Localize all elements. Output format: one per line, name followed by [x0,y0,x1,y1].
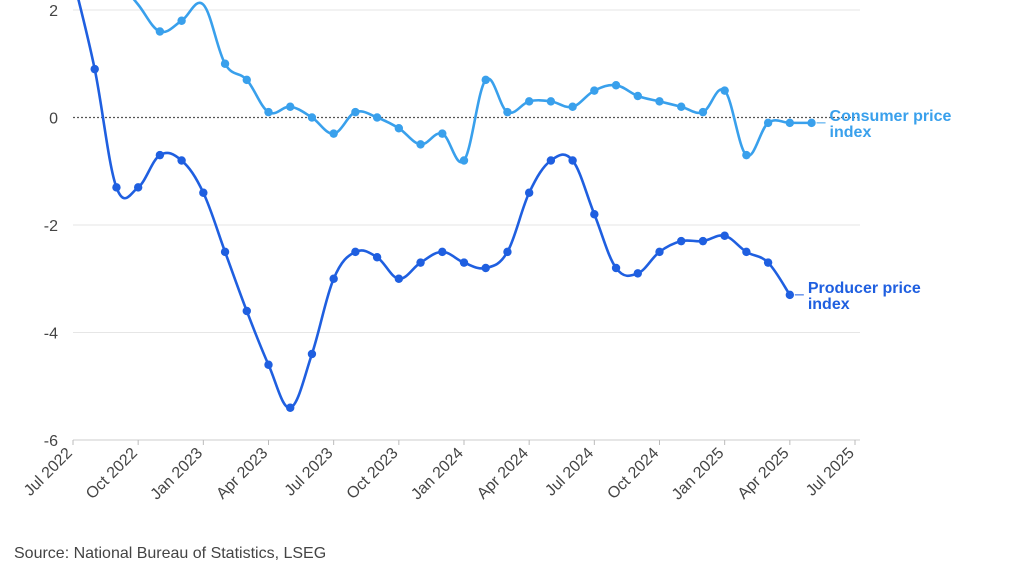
data-point [286,403,295,412]
data-point [785,118,795,128]
data-point [785,290,795,300]
data-point [590,86,599,95]
data-point [438,129,447,138]
x-tick-label: Apr 2024 [474,445,532,503]
data-point [677,102,686,111]
data-point [220,59,230,68]
data-point [264,360,273,369]
x-tick-label: Jul 2022 [21,445,76,500]
data-point [155,150,165,160]
data-point [199,188,208,197]
data-point [372,253,382,262]
data-point [807,118,816,128]
data-point [633,91,642,101]
data-point [242,306,251,316]
data-point [416,140,425,149]
data-point [503,107,512,117]
x-tick-label: Oct 2023 [344,445,402,503]
y-tick-label: -6 [44,433,58,450]
data-point [112,183,121,192]
data-point [524,97,534,106]
x-tick-label: Apr 2023 [213,445,271,503]
data-point [394,274,404,283]
series-line [132,0,813,164]
data-point [720,86,729,95]
data-point [481,75,490,85]
data-point [155,27,165,36]
data-point [568,102,577,111]
data-point [351,107,360,117]
data-point [394,124,404,133]
data-point [307,113,317,122]
series-layer [77,0,816,412]
x-tick-label: Apr 2025 [735,445,793,503]
data-point [503,247,512,257]
data-point [416,258,425,267]
data-point [611,81,621,90]
series-line [77,0,792,410]
data-point [742,247,751,257]
data-point [438,247,447,257]
data-point [351,247,360,257]
series-0 [132,0,816,165]
x-tick-label: Jan 2024 [408,445,467,504]
data-point [633,269,642,278]
data-point [329,129,338,138]
data-point [264,107,273,117]
data-point [568,156,577,165]
data-point [177,16,186,25]
data-point [524,188,534,197]
x-tick-label: Oct 2024 [604,445,662,503]
grid-layer [73,9,860,441]
series-label: index [808,296,850,313]
data-point [90,64,99,74]
x-tick-label: Jan 2023 [148,445,207,504]
y-tick-label: 0 [49,111,58,128]
data-point [286,102,295,111]
series-label: Consumer price [830,108,952,125]
data-point [546,97,556,106]
data-point [698,107,708,117]
x-tick-label: Jul 2025 [803,445,858,500]
data-point [307,349,317,359]
data-point [177,156,186,165]
data-point [763,118,773,128]
x-tick-label: Jan 2025 [669,445,728,504]
data-point [611,263,621,273]
data-point [220,247,230,257]
series-label: Producer price [808,280,921,297]
source-note: Source: National Bureau of Statistics, L… [14,545,327,562]
data-point [720,231,729,240]
data-point [677,236,686,246]
data-point [546,156,556,165]
data-point [133,183,143,192]
data-point [481,263,490,273]
data-point [459,258,469,267]
data-point [329,274,338,283]
data-point [655,97,664,106]
data-point [655,247,664,257]
series-label: index [830,124,872,141]
series-1 [77,0,795,412]
y-tick-label: -4 [44,326,58,343]
data-point [372,113,382,122]
y-tick-label: -2 [44,218,58,235]
data-point [763,258,773,267]
data-point [590,210,599,219]
data-point [698,236,708,246]
data-point [242,75,251,85]
x-tick-label: Jul 2024 [542,445,597,500]
data-point [459,156,469,165]
data-point [742,150,751,160]
x-tick-label: Jul 2023 [282,445,337,500]
x-tick-label: Oct 2022 [83,445,141,503]
y-tick-label: 2 [49,3,58,20]
